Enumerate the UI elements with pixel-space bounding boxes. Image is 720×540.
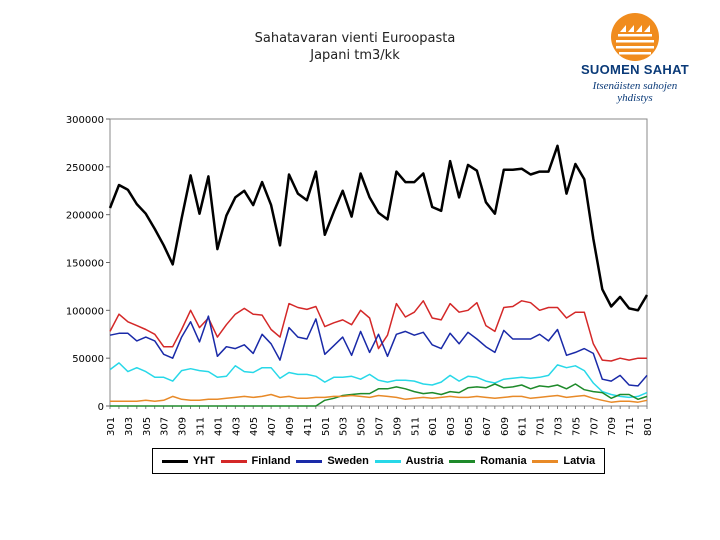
x-tick-label: 601 [428,417,439,436]
series-lines [108,144,649,407]
x-tick-label: 305 [142,417,153,436]
y-tick-label: 250000 [66,163,104,174]
x-tick-label: 407 [267,417,278,436]
y-tick-label: 150000 [66,259,104,270]
x-tick-label: 705 [571,417,582,436]
x-tick-label: 309 [178,417,189,436]
x-tick-label: 707 [589,417,600,436]
x-tick-label: 411 [303,417,314,436]
x-tick-label: 509 [392,417,403,436]
sun-logo-icon [611,13,659,61]
logo-name: SUOMEN SAHAT [580,62,690,77]
legend-swatch [220,459,247,463]
x-tick-label: 501 [321,417,332,436]
chart-title-line2: Japani tm3/kk [310,48,400,63]
legend-item-austria: Austria [374,455,444,467]
x-tick-label: 505 [357,417,368,436]
y-tick-label: 200000 [66,211,104,222]
x-tick-label: 403 [231,417,242,436]
x-tick-label: 609 [500,417,511,436]
legend: YHT Finland Sweden Austria Romania Latvia [152,448,605,474]
x-tick-label: 303 [124,417,135,436]
series-line-finland [109,300,647,362]
x-tick-label: 409 [285,417,296,436]
x-tick-label: 511 [410,417,421,436]
logo-tagline: Itsenäisten sahojen yhdistys [560,80,710,104]
legend-swatch [161,459,188,463]
x-tick-label: 503 [339,417,350,436]
x-tick-label: 507 [375,417,386,436]
legend-label: Austria [405,455,444,467]
y-tick-label: 50000 [72,354,104,365]
series-line-latvia [110,393,648,403]
y-axis: 0 50000 100000 150000 200000 250000 300000 [66,115,110,413]
legend-label: Romania [480,455,527,467]
legend-item-finland: Finland [220,455,291,467]
x-tick-label: 603 [446,417,457,436]
logo: SUOMEN SAHAT Itsenäisten sahojen yhdisty… [560,10,710,110]
legend-item-romania: Romania [449,455,527,467]
legend-item-yht: YHT [161,455,215,467]
x-tick-label: 801 [643,417,654,436]
x-tick-label: 301 [106,417,117,436]
x-axis: 301 303 305 307 309 311 401 403 405 407 409 411 501 5… [106,406,654,436]
legend-swatch [296,459,323,463]
x-tick-label: 701 [536,417,547,436]
y-tick-label: 300000 [66,115,104,126]
series-line-romania [110,383,648,407]
legend-item-latvia: Latvia [532,455,595,467]
logo-tagline-line2: yhdistys [617,92,653,104]
chart-title-line1: Sahatavaran vienti Euroopasta [254,31,456,46]
legend-label: Latvia [563,455,596,467]
y-tick-label: 0 [98,402,104,413]
x-tick-label: 405 [249,417,260,436]
x-tick-label: 709 [607,417,618,436]
series-line-sweden [109,315,648,387]
legend-label: Finland [251,455,291,467]
legend-label: YHT [192,455,215,467]
x-tick-label: 307 [160,417,171,436]
legend-label: Sweden [327,455,369,467]
x-tick-label: 607 [482,417,493,436]
x-tick-label: 703 [554,417,565,436]
series-line-yht [108,144,649,312]
legend-swatch [374,459,401,463]
plot-area [109,118,648,407]
x-tick-label: 605 [464,417,475,436]
legend-swatch [532,459,559,463]
x-tick-label: 711 [625,417,636,436]
y-tick-label: 100000 [66,306,104,317]
chart-title: Sahatavaran vienti Euroopasta Japani tm3… [200,30,510,64]
legend-item-sweden: Sweden [296,455,369,467]
series-line-austria [109,362,648,399]
x-tick-label: 611 [518,417,529,436]
legend-swatch [449,459,476,463]
x-tick-label: 311 [196,417,207,436]
x-tick-label: 401 [213,417,224,436]
logo-tagline-line1: Itsenäisten sahojen [592,80,678,92]
